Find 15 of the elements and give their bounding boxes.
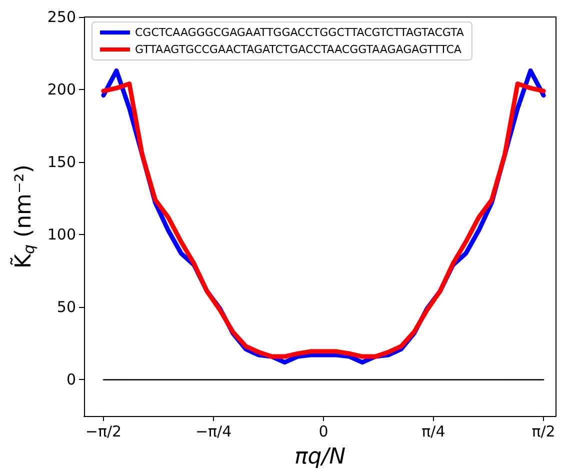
x-tick-label: 0 <box>318 422 328 440</box>
y-tick-label: 250 <box>47 8 76 26</box>
x-tick-label: −π/4 <box>195 422 232 440</box>
legend-label: GTTAAGTGCCGAACTAGATCTGACCTAACGGTAAGAGAGTTTCA <box>135 43 462 56</box>
x-tick-label: π/4 <box>422 422 446 440</box>
legend-label: CGCTCAAGGGCGAGAATTGGACCTGGCTTACGTCTTAGTACGTA <box>135 26 464 39</box>
y-tick-label: 150 <box>47 153 76 172</box>
x-tick-label: π/2 <box>532 422 556 440</box>
x-axis-title: πq/N <box>294 444 346 470</box>
y-tick-label: 100 <box>47 226 76 244</box>
y-tick-label: 200 <box>47 80 76 99</box>
y-tick-label: 0 <box>66 370 76 389</box>
y-tick-label: 50 <box>56 298 76 316</box>
x-tick-label: −π/2 <box>85 422 122 440</box>
y-axis-title: K̃q (nm⁻²) <box>9 164 38 268</box>
